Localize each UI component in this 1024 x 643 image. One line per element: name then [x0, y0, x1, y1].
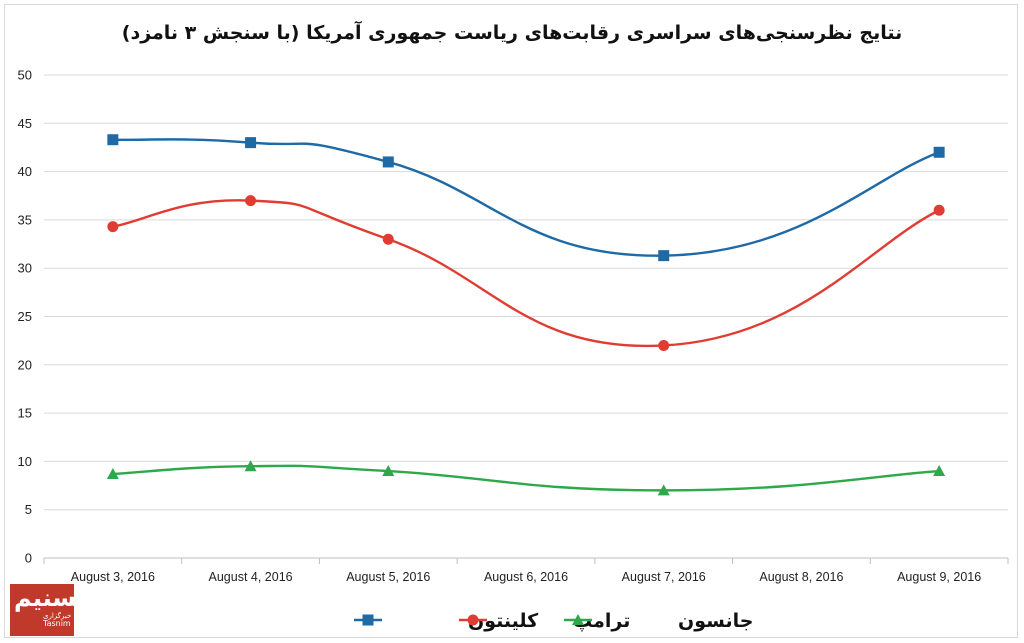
legend-marker — [467, 614, 479, 626]
y-tick-label: 0 — [25, 551, 32, 566]
data-point — [933, 146, 945, 158]
chart-frame — [4, 4, 1018, 638]
legend-label: جانسون — [678, 610, 753, 632]
tasnim-logo: تسنیم خبرگزاری Tasnim — [10, 584, 86, 636]
logo-latin: Tasnim — [43, 619, 71, 628]
y-tick-label: 50 — [18, 68, 32, 83]
x-tick-label: August 6, 2016 — [484, 570, 568, 584]
data-point — [107, 134, 119, 146]
y-tick-label: 40 — [18, 164, 32, 179]
x-tick-label: August 3, 2016 — [71, 570, 155, 584]
data-point — [382, 233, 394, 245]
x-tick-label: August 5, 2016 — [346, 570, 430, 584]
legend-marker — [572, 614, 584, 625]
series-2 — [107, 195, 945, 351]
x-axis: August 3, 2016 August 4, 2016 August 5, 20… — [43, 558, 1009, 584]
logo-subtext: خبرگزاری — [43, 612, 72, 620]
series-line — [112, 199, 940, 348]
y-tick-label: 10 — [18, 454, 32, 469]
legend-item: ترامپ — [459, 610, 630, 632]
legend-item: کلینتون — [354, 610, 539, 632]
data-point — [245, 137, 257, 149]
y-axis: 0 5 10 15 20 25 30 35 40 45 50 — [18, 68, 32, 566]
x-tick-label: August 9, 2016 — [897, 570, 981, 584]
x-tick-label: August 4, 2016 — [209, 570, 293, 584]
chart-title: نتایج نظرسنجی‌های سراسری رقابت‌های ریاست… — [121, 22, 903, 44]
data-point — [107, 221, 119, 233]
legend: کلینتون ترامپ جانسون — [354, 610, 753, 632]
data-point — [658, 250, 670, 262]
y-tick-label: 45 — [18, 116, 32, 131]
data-point — [382, 465, 395, 477]
series-group — [106, 134, 946, 496]
series-1 — [107, 134, 945, 262]
x-tick-label: August 7, 2016 — [622, 570, 706, 584]
series-line — [112, 464, 940, 492]
y-tick-label: 5 — [25, 502, 32, 517]
data-point — [658, 339, 670, 351]
x-tick-label: August 8, 2016 — [759, 570, 843, 584]
data-point — [933, 204, 945, 216]
legend-label: ترامپ — [573, 610, 630, 632]
y-tick-label: 15 — [18, 406, 32, 421]
data-point — [657, 484, 670, 496]
legend-label: کلینتون — [468, 610, 539, 632]
legend-item: جانسون — [564, 610, 753, 632]
data-point — [244, 460, 257, 472]
series-line — [112, 138, 940, 257]
data-point — [245, 195, 257, 207]
logo-text: تسنیم — [14, 584, 86, 612]
data-point — [106, 467, 119, 479]
y-tick-label: 20 — [18, 357, 32, 372]
legend-marker — [362, 614, 374, 626]
data-point — [933, 465, 946, 477]
y-tick-label: 35 — [18, 212, 32, 227]
y-tick-label: 30 — [18, 261, 32, 276]
data-point — [382, 156, 394, 168]
y-tick-label: 25 — [18, 309, 32, 324]
series-3 — [106, 460, 946, 496]
